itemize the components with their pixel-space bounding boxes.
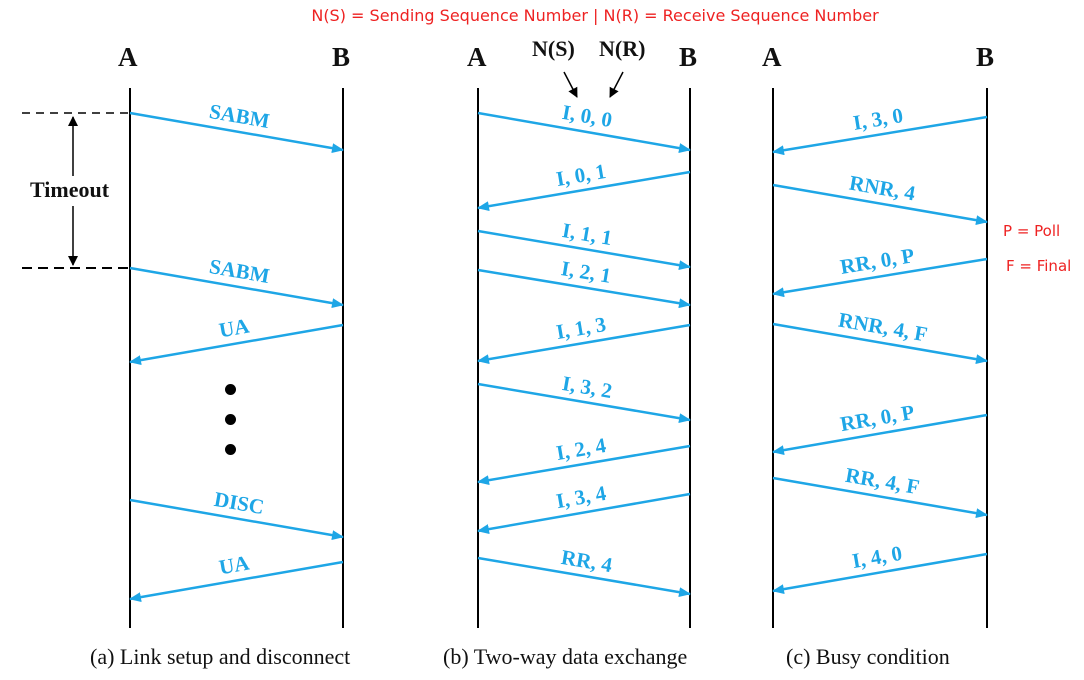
panel-a-station-a: A — [118, 42, 138, 73]
panel-b-caption: (b) Two-way data exchange — [443, 644, 687, 670]
nr-label: N(R) — [599, 36, 645, 62]
ellipsis-dot — [225, 414, 236, 425]
panel-a-station-b: B — [332, 42, 350, 73]
panel-c-station-a: A — [762, 42, 782, 73]
panel-c-station-b: B — [976, 42, 994, 73]
panel-c-caption: (c) Busy condition — [786, 644, 950, 670]
panel-a-caption: (a) Link setup and disconnect — [90, 644, 350, 670]
panel-b-station-b: B — [679, 42, 697, 73]
ns-label: N(S) — [532, 36, 575, 62]
ellipsis-dot — [225, 384, 236, 395]
ns-pointer-arrow — [564, 72, 577, 97]
ellipsis-dot — [225, 444, 236, 455]
nr-pointer-arrow — [610, 72, 623, 97]
timeout-label: Timeout — [30, 177, 109, 203]
panel-b-station-a: A — [467, 42, 487, 73]
